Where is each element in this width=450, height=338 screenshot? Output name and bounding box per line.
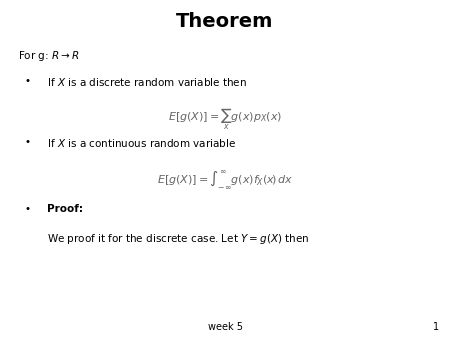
Text: 1: 1 — [432, 322, 439, 332]
Text: We proof it for the discrete case. Let $Y = g(X)$ then: We proof it for the discrete case. Let $… — [47, 232, 310, 245]
Text: Theorem: Theorem — [176, 12, 274, 31]
Text: $E\left[g(X)\right] = \int_{-\infty}^{\infty} g(x)f_X(x\!)\,dx$: $E\left[g(X)\right] = \int_{-\infty}^{\i… — [157, 169, 293, 191]
Text: If $X$ is a continuous random variable: If $X$ is a continuous random variable — [47, 137, 236, 149]
Text: week 5: week 5 — [207, 322, 243, 332]
Text: •: • — [25, 76, 31, 86]
Text: •: • — [25, 204, 31, 215]
Text: If $X$ is a discrete random variable then: If $X$ is a discrete random variable the… — [47, 76, 248, 88]
Text: •: • — [25, 137, 31, 147]
Text: $E\left[g(X)\right] = \sum_{x} g(x)p_X(x)$: $E\left[g(X)\right] = \sum_{x} g(x)p_X(x… — [168, 106, 282, 132]
Text: For g: $R \rightarrow R$: For g: $R \rightarrow R$ — [18, 49, 80, 63]
Text: Proof:: Proof: — [47, 204, 83, 215]
